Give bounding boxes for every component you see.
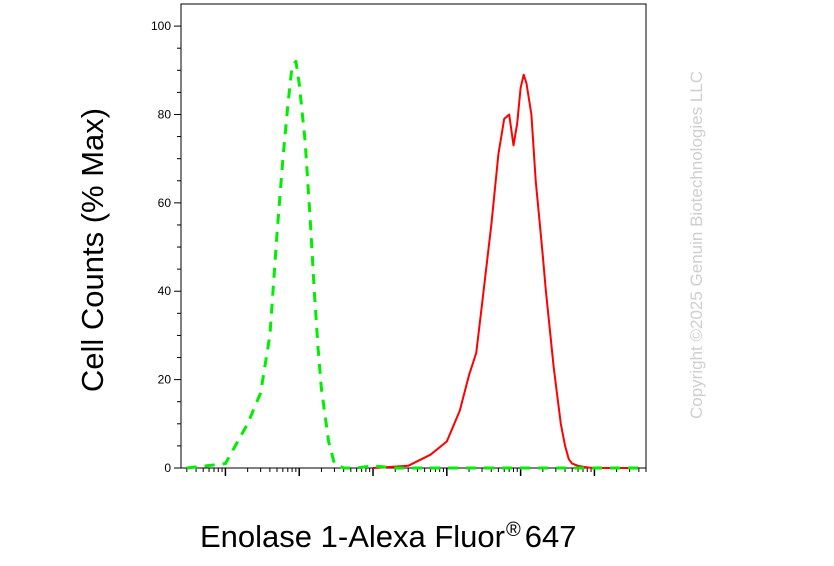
copyright-watermark: Copyright ©2025 Genuin Biotechnologies L…: [687, 70, 706, 420]
y-tick-label: 60: [158, 196, 172, 210]
x-axis-title-main: Enolase 1-Alexa Fluor: [200, 519, 505, 554]
y-tick-label: 40: [158, 284, 172, 298]
y-tick-label: 20: [158, 373, 172, 387]
axes-group: 0 20 40 60 80 100: [151, 3, 647, 476]
y-axis-title: Cell Counts (% Max): [75, 107, 110, 393]
y-axis-title-wrap: Cell Counts (% Max): [73, 100, 113, 400]
watermark-wrap: Copyright ©2025 Genuin Biotechnologies L…: [680, 30, 714, 460]
sample-histogram-line: [372, 73, 639, 469]
y-tick-label: 100: [151, 19, 171, 33]
y-tick-label: 80: [158, 107, 172, 121]
x-axis-title-tail: 647: [524, 519, 577, 554]
y-tick-label: 0: [164, 461, 171, 475]
plot-frame: [180, 3, 647, 469]
control-histogram-line: [186, 59, 646, 470]
registered-mark: ®: [506, 519, 521, 541]
x-axis-title: Enolase 1-Alexa Fluor® 647: [200, 519, 576, 555]
series-layer: [186, 59, 646, 470]
